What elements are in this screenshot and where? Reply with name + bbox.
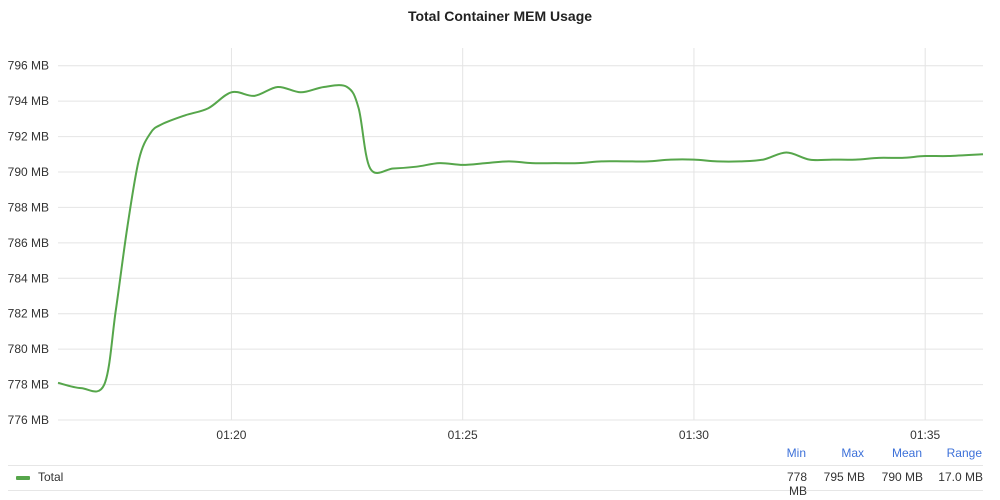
x-tick-label: 01:35 <box>910 428 940 442</box>
data-point <box>577 162 579 164</box>
legend-row-total[interactable]: Total 778 MB 795 MB 790 MB 17.0 MB <box>8 465 983 498</box>
data-point <box>57 382 59 384</box>
y-tick-label: 786 MB <box>8 236 49 250</box>
data-point <box>138 159 140 161</box>
legend-headers: Min Max Mean Range <box>766 446 982 460</box>
data-point <box>415 166 417 168</box>
y-tick-label: 782 MB <box>8 307 49 321</box>
panel-title: Total Container MEM Usage <box>407 8 593 24</box>
data-point <box>670 159 672 161</box>
data-point <box>161 123 163 125</box>
data-point <box>230 91 232 93</box>
data-point <box>947 155 949 157</box>
x-tick-label: 01:20 <box>216 428 246 442</box>
data-point <box>300 91 302 93</box>
data-point <box>369 167 371 169</box>
data-point <box>462 164 464 166</box>
legend-header-min[interactable]: Min <box>786 446 806 460</box>
legend-header-mean[interactable]: Mean <box>891 446 922 460</box>
data-point <box>115 309 117 311</box>
data-point <box>600 160 602 162</box>
data-point <box>716 160 718 162</box>
data-point <box>554 162 556 164</box>
data-point <box>323 86 325 88</box>
data-point <box>982 153 984 155</box>
y-tick-label: 792 MB <box>8 130 49 144</box>
y-tick-label: 776 MB <box>8 413 49 427</box>
data-point <box>254 95 256 97</box>
legend-value-range: 17.0 MB <box>938 470 983 484</box>
y-tick-label: 778 MB <box>8 378 49 392</box>
legend-header-max[interactable]: Max <box>841 446 864 460</box>
data-point <box>207 107 209 109</box>
data-point <box>762 159 764 161</box>
data-point <box>739 160 741 162</box>
data-point <box>150 132 152 134</box>
data-point <box>693 159 695 161</box>
data-point <box>624 160 626 162</box>
data-point <box>647 160 649 162</box>
data-point <box>346 86 348 88</box>
y-tick-label: 796 MB <box>8 59 49 73</box>
data-point <box>809 159 811 161</box>
data-point <box>439 162 441 164</box>
data-point <box>878 157 880 159</box>
legend-values: 778 MB 795 MB 790 MB 17.0 MB <box>767 470 983 498</box>
x-tick-label: 01:25 <box>448 428 478 442</box>
legend-series-name[interactable]: Total <box>38 470 64 484</box>
y-tick-label: 784 MB <box>8 271 49 285</box>
y-tick-label: 780 MB <box>8 342 49 356</box>
data-point <box>485 162 487 164</box>
gridlines <box>58 48 983 421</box>
data-point <box>924 155 926 157</box>
legend-color-swatch[interactable] <box>16 476 30 480</box>
data-point <box>531 162 533 164</box>
data-point <box>126 226 128 228</box>
data-point <box>392 167 394 169</box>
x-axis: 01:20 01:25 01:30 01:35 <box>216 428 940 442</box>
data-point <box>855 159 857 161</box>
legend-header-range[interactable]: Range <box>946 446 982 460</box>
x-tick-label: 01:30 <box>679 428 709 442</box>
data-point <box>277 86 279 88</box>
data-point <box>832 159 834 161</box>
data-point <box>358 107 360 109</box>
data-point <box>184 114 186 116</box>
legend-value-min: 778 MB <box>786 470 807 498</box>
y-tick-label: 794 MB <box>8 94 49 108</box>
series-line-total[interactable] <box>57 84 984 393</box>
data-point <box>508 160 510 162</box>
data-point <box>80 387 82 389</box>
legend-value-mean: 790 MB <box>881 470 923 484</box>
y-tick-label: 790 MB <box>8 165 49 179</box>
y-axis: 776 MB 778 MB 780 MB 782 MB 784 MB 786 MB 788 … <box>8 59 49 427</box>
data-point <box>901 157 903 159</box>
legend-value-max: 795 MB <box>823 470 865 484</box>
y-tick-label: 788 MB <box>8 200 49 214</box>
data-point <box>103 384 105 386</box>
chart-area: 776 MB 778 MB 780 MB 782 MB 784 MB 786 MB 788 … <box>8 48 984 442</box>
data-point <box>785 152 787 154</box>
series-group <box>57 84 984 393</box>
